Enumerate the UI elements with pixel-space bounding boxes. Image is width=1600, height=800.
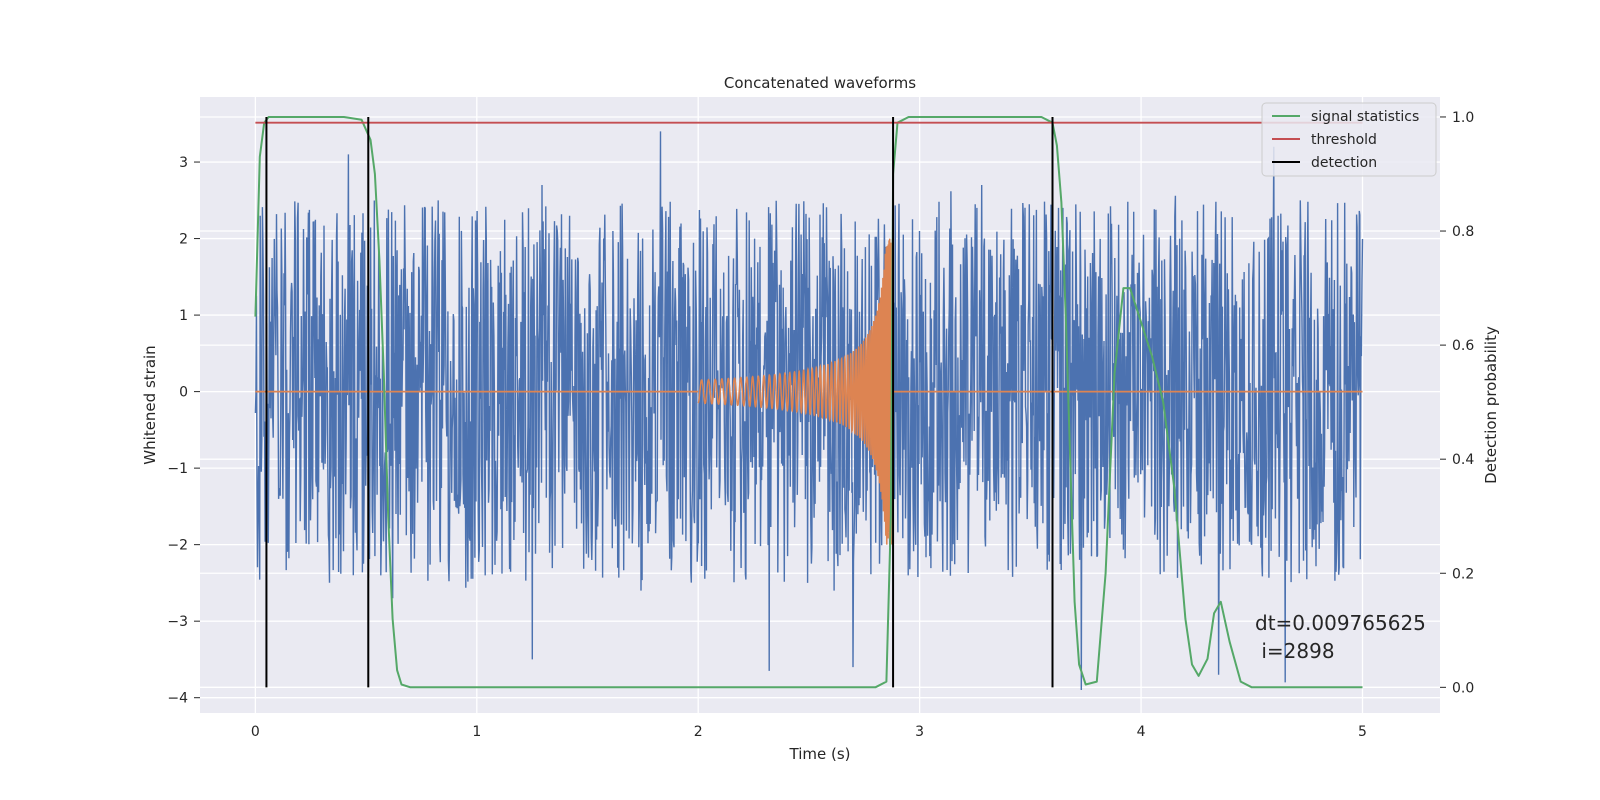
strain-line [254,131,1364,691]
template-series [255,238,1363,545]
y-tick-label: 0 [179,385,188,401]
ticks: 0 1 2 3 4 5 −4 −3 −2 −1 0 1 2 3 0.0 0.2 0.4 0.6 0.8 1.0 [167,110,1474,740]
y-tick-label: −2 [167,538,188,554]
y2-tick-label: 1.0 [1452,110,1474,126]
y-tick-label: −4 [167,691,188,707]
y-tick-label: −1 [167,461,188,477]
legend: signal statistics threshold detection [1261,102,1437,177]
y-tick-label: 2 [179,232,188,248]
y-tick-label: −3 [167,614,188,630]
x-tick-label: 3 [915,724,924,740]
annotation-dt: dt=0.009765625 [1255,611,1426,635]
x-tick-label: 2 [694,724,703,740]
chart-title: Concatenated waveforms [724,74,916,92]
y2-tick-label: 0.2 [1452,566,1474,582]
legend-label-detection: detection [1311,155,1377,171]
series-lines [254,116,1363,689]
x-axis-label: Time (s) [789,745,851,763]
y-tick-label: 3 [179,155,188,171]
y2-tick-label: 0.4 [1452,452,1474,468]
legend-label-threshold: threshold [1311,132,1377,148]
y-axis-label: Whitened strain [141,345,159,464]
x-tick-label: 5 [1358,724,1367,740]
legend-box [1261,102,1437,177]
strain-series [254,131,1364,691]
y2-tick-label: 0.6 [1452,338,1474,354]
template-chirp-line [697,238,894,545]
y2-tick-label: 0.8 [1452,224,1474,240]
x-tick-label: 1 [472,724,481,740]
y2-tick-label: 0.0 [1452,680,1474,696]
legend-label-signal-statistics: signal statistics [1311,109,1419,125]
annotation-i: i=2898 [1255,639,1335,663]
x-tick-label: 4 [1137,724,1146,740]
y-tick-label: 1 [179,308,188,324]
y2-axis-label: Detection probability [1482,326,1500,484]
x-tick-label: 0 [251,724,260,740]
